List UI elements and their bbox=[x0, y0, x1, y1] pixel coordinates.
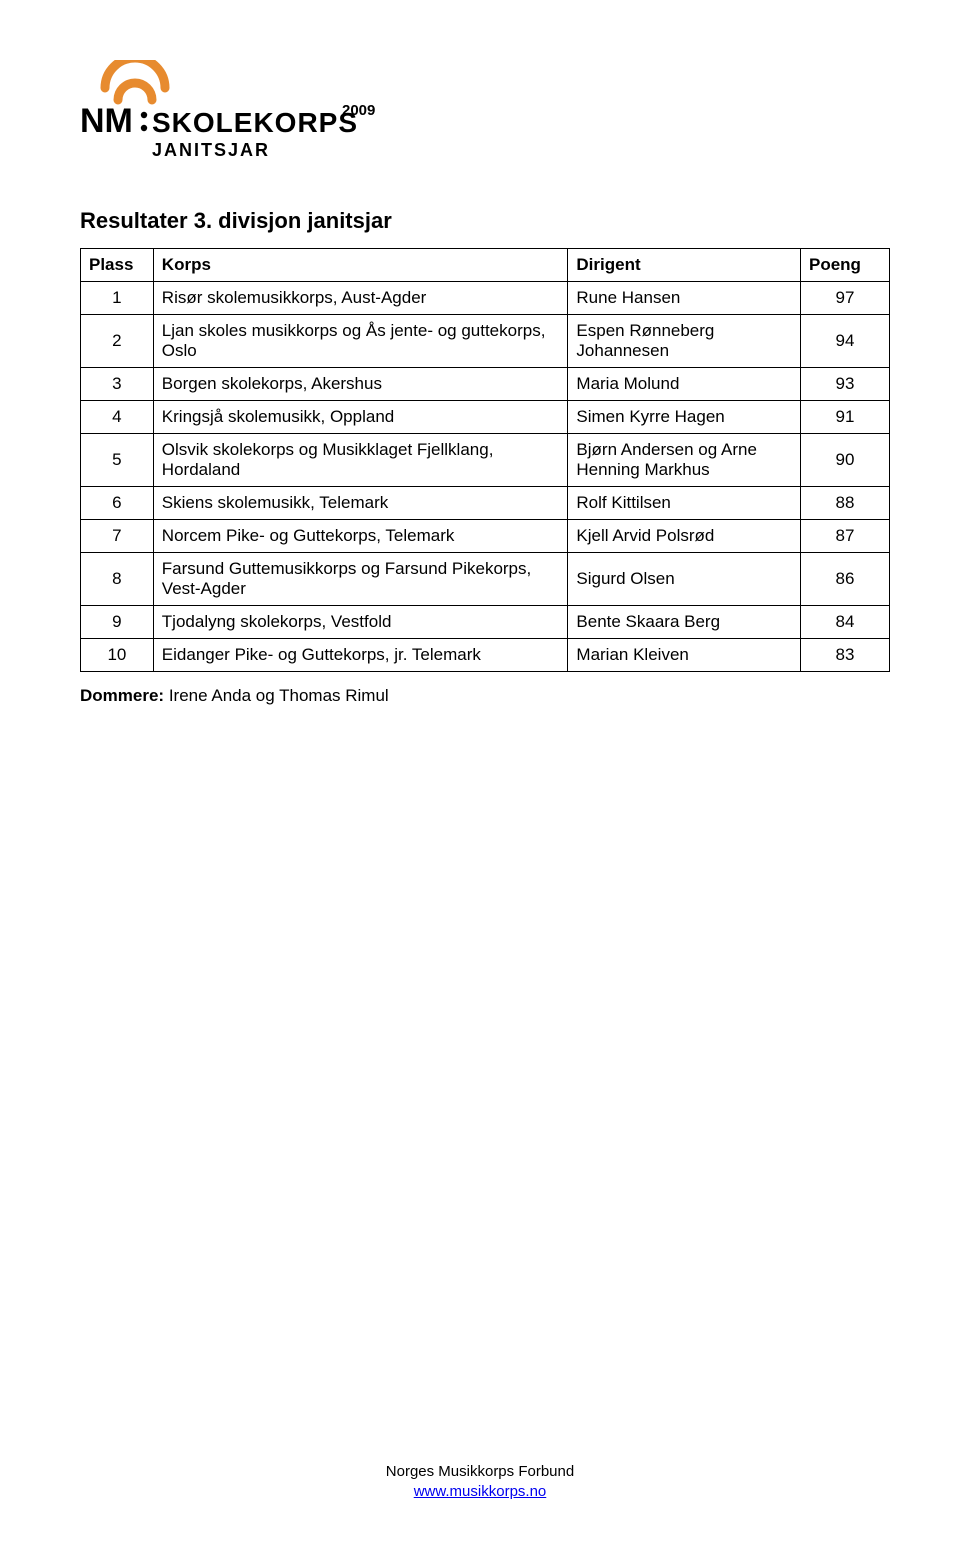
cell-korps: Skiens skolemusikk, Telemark bbox=[153, 487, 568, 520]
svg-text:SKOLEKORPS: SKOLEKORPS bbox=[152, 107, 358, 138]
cell-korps: Eidanger Pike- og Guttekorps, jr. Telema… bbox=[153, 639, 568, 672]
col-korps: Korps bbox=[153, 249, 568, 282]
table-row: 8 Farsund Guttemusikkorps og Farsund Pik… bbox=[81, 553, 890, 606]
page-title: Resultater 3. divisjon janitsjar bbox=[80, 208, 890, 234]
cell-dirigent: Sigurd Olsen bbox=[568, 553, 801, 606]
event-logo: NM SKOLEKORPS 2009 JANITSJAR bbox=[80, 60, 890, 168]
cell-dirigent: Simen Kyrre Hagen bbox=[568, 401, 801, 434]
cell-plass: 6 bbox=[81, 487, 154, 520]
cell-dirigent: Rolf Kittilsen bbox=[568, 487, 801, 520]
table-row: 1 Risør skolemusikkorps, Aust-Agder Rune… bbox=[81, 282, 890, 315]
table-header-row: Plass Korps Dirigent Poeng bbox=[81, 249, 890, 282]
col-plass: Plass bbox=[81, 249, 154, 282]
cell-korps: Farsund Guttemusikkorps og Farsund Pikek… bbox=[153, 553, 568, 606]
table-row: 9 Tjodalyng skolekorps, Vestfold Bente S… bbox=[81, 606, 890, 639]
cell-poeng: 97 bbox=[800, 282, 889, 315]
table-row: 2 Ljan skoles musikkorps og Ås jente- og… bbox=[81, 315, 890, 368]
cell-dirigent: Espen Rønneberg Johannesen bbox=[568, 315, 801, 368]
cell-dirigent: Marian Kleiven bbox=[568, 639, 801, 672]
cell-plass: 2 bbox=[81, 315, 154, 368]
cell-plass: 10 bbox=[81, 639, 154, 672]
svg-text:2009: 2009 bbox=[342, 102, 375, 119]
cell-dirigent: Rune Hansen bbox=[568, 282, 801, 315]
svg-text:JANITSJAR: JANITSJAR bbox=[152, 140, 270, 160]
judges-names: Irene Anda og Thomas Rimul bbox=[169, 686, 389, 705]
cell-poeng: 83 bbox=[800, 639, 889, 672]
cell-poeng: 94 bbox=[800, 315, 889, 368]
table-row: 5 Olsvik skolekorps og Musikklaget Fjell… bbox=[81, 434, 890, 487]
cell-korps: Olsvik skolekorps og Musikklaget Fjellkl… bbox=[153, 434, 568, 487]
cell-plass: 1 bbox=[81, 282, 154, 315]
judges-line: Dommere: Irene Anda og Thomas Rimul bbox=[80, 686, 890, 706]
cell-poeng: 90 bbox=[800, 434, 889, 487]
cell-plass: 5 bbox=[81, 434, 154, 487]
cell-korps: Risør skolemusikkorps, Aust-Agder bbox=[153, 282, 568, 315]
table-row: 10 Eidanger Pike- og Guttekorps, jr. Tel… bbox=[81, 639, 890, 672]
cell-korps: Norcem Pike- og Guttekorps, Telemark bbox=[153, 520, 568, 553]
cell-dirigent: Maria Molund bbox=[568, 368, 801, 401]
cell-dirigent: Bente Skaara Berg bbox=[568, 606, 801, 639]
results-table: Plass Korps Dirigent Poeng 1 Risør skole… bbox=[80, 248, 890, 672]
cell-poeng: 87 bbox=[800, 520, 889, 553]
col-dirigent: Dirigent bbox=[568, 249, 801, 282]
table-row: 6 Skiens skolemusikk, Telemark Rolf Kitt… bbox=[81, 487, 890, 520]
table-row: 7 Norcem Pike- og Guttekorps, Telemark K… bbox=[81, 520, 890, 553]
table-row: 3 Borgen skolekorps, Akershus Maria Molu… bbox=[81, 368, 890, 401]
cell-plass: 3 bbox=[81, 368, 154, 401]
cell-plass: 7 bbox=[81, 520, 154, 553]
col-poeng: Poeng bbox=[800, 249, 889, 282]
svg-text:NM: NM bbox=[80, 102, 133, 140]
table-row: 4 Kringsjå skolemusikk, Oppland Simen Ky… bbox=[81, 401, 890, 434]
cell-plass: 9 bbox=[81, 606, 154, 639]
footer-org: Norges Musikkorps Forbund bbox=[0, 1462, 960, 1482]
cell-dirigent: Kjell Arvid Polsrød bbox=[568, 520, 801, 553]
cell-korps: Tjodalyng skolekorps, Vestfold bbox=[153, 606, 568, 639]
cell-korps: Borgen skolekorps, Akershus bbox=[153, 368, 568, 401]
judges-label: Dommere: bbox=[80, 686, 164, 705]
cell-poeng: 91 bbox=[800, 401, 889, 434]
cell-plass: 4 bbox=[81, 401, 154, 434]
page-footer: Norges Musikkorps Forbund www.musikkorps… bbox=[0, 1462, 960, 1503]
cell-korps: Kringsjå skolemusikk, Oppland bbox=[153, 401, 568, 434]
cell-poeng: 93 bbox=[800, 368, 889, 401]
cell-poeng: 88 bbox=[800, 487, 889, 520]
cell-dirigent: Bjørn Andersen og Arne Henning Markhus bbox=[568, 434, 801, 487]
footer-link[interactable]: www.musikkorps.no bbox=[414, 1483, 547, 1500]
cell-poeng: 86 bbox=[800, 553, 889, 606]
cell-plass: 8 bbox=[81, 553, 154, 606]
cell-poeng: 84 bbox=[800, 606, 889, 639]
cell-korps: Ljan skoles musikkorps og Ås jente- og g… bbox=[153, 315, 568, 368]
